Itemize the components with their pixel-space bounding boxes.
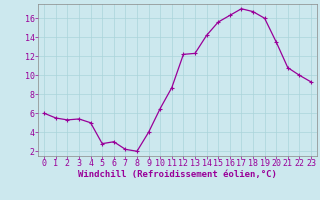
X-axis label: Windchill (Refroidissement éolien,°C): Windchill (Refroidissement éolien,°C) xyxy=(78,170,277,179)
